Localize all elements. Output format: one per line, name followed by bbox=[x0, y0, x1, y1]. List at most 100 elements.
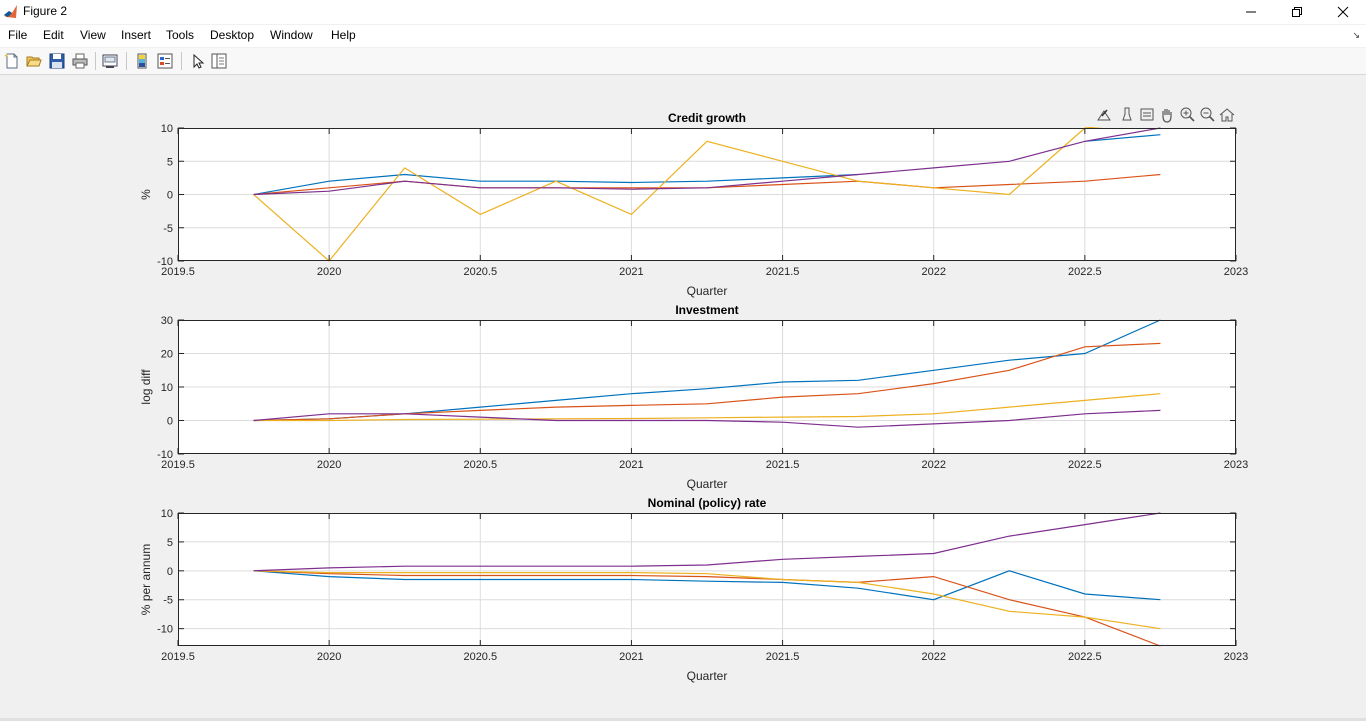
y-tick-label: -5 bbox=[163, 223, 173, 235]
x-tick-label: 2022 bbox=[921, 459, 945, 471]
close-button[interactable] bbox=[1320, 0, 1366, 24]
y-axis-label: % per annum bbox=[139, 544, 153, 615]
x-tick-label: 2019.5 bbox=[161, 266, 195, 278]
figure-toolbar bbox=[0, 48, 1366, 75]
x-tick-label: 2023 bbox=[1224, 266, 1248, 278]
x-tick-label: 2019.5 bbox=[161, 651, 195, 663]
x-tick-label: 2020 bbox=[317, 459, 341, 471]
minimize-button[interactable] bbox=[1228, 0, 1274, 24]
window-title: Figure 2 bbox=[23, 4, 68, 18]
y-axis-label: log diff bbox=[139, 369, 153, 405]
new-figure-icon[interactable] bbox=[3, 52, 21, 70]
axes-toolbar bbox=[1095, 105, 1240, 125]
x-tick-label: 2022.5 bbox=[1068, 459, 1102, 471]
axes-background bbox=[178, 513, 1236, 646]
y-tick-label: 5 bbox=[167, 156, 173, 168]
colorbar-icon[interactable] bbox=[133, 52, 151, 70]
axes-title: Investment bbox=[675, 303, 738, 317]
menu-file[interactable]: File bbox=[8, 28, 28, 42]
x-tick-label: 2023 bbox=[1224, 459, 1248, 471]
x-tick-label: 2020.5 bbox=[463, 651, 497, 663]
menu-view[interactable]: View bbox=[80, 28, 106, 42]
y-axis-label: % bbox=[139, 189, 153, 200]
series-line-3 bbox=[253, 393, 1161, 422]
x-tick-label: 2023 bbox=[1224, 651, 1248, 663]
data-tips-icon[interactable] bbox=[1138, 106, 1156, 124]
x-axis-label: Quarter bbox=[687, 284, 728, 298]
series-line-4 bbox=[253, 127, 1161, 196]
y-tick-label: 30 bbox=[161, 315, 173, 327]
pan-icon[interactable] bbox=[1158, 106, 1176, 124]
brush-icon[interactable] bbox=[1118, 106, 1136, 124]
x-axis-label: Quarter bbox=[687, 477, 728, 491]
y-tick-label: 10 bbox=[161, 123, 173, 135]
save-icon[interactable] bbox=[48, 52, 66, 70]
menu-window[interactable]: Window bbox=[270, 28, 313, 42]
x-tick-label: 2021 bbox=[619, 266, 643, 278]
y-tick-label: -10 bbox=[157, 624, 173, 636]
zoom-out-icon[interactable] bbox=[1198, 106, 1216, 124]
x-tick-label: 2020 bbox=[317, 266, 341, 278]
x-tick-label: 2022.5 bbox=[1068, 266, 1102, 278]
toolbar-separator bbox=[181, 52, 182, 70]
menu-desktop[interactable]: Desktop bbox=[210, 28, 255, 42]
menu-tools[interactable]: Tools bbox=[166, 28, 195, 42]
menu-insert[interactable]: Insert bbox=[121, 28, 152, 42]
toolbar-separator bbox=[126, 52, 127, 70]
y-tick-label: -10 bbox=[157, 256, 173, 268]
x-tick-label: 2019.5 bbox=[161, 459, 195, 471]
property-inspector-icon[interactable] bbox=[210, 52, 228, 70]
menu-edit[interactable]: Edit bbox=[43, 28, 64, 42]
series-line-3 bbox=[253, 127, 1103, 262]
y-tick-label: -5 bbox=[163, 595, 173, 607]
x-tick-label: 2021.5 bbox=[766, 266, 800, 278]
axes-title: Credit growth bbox=[668, 111, 746, 125]
edit-plot-arrow-icon[interactable] bbox=[188, 52, 206, 70]
figure-plot[interactable]: 2019.5 2020 2020.5 2021 2021.5 2022 2022.5 2023… bbox=[0, 76, 1366, 718]
x-tick-label: 2021 bbox=[619, 651, 643, 663]
restore-icon bbox=[1292, 7, 1302, 17]
window-bottom-edge bbox=[0, 718, 1366, 721]
title-bar: Figure 2 bbox=[0, 0, 1366, 24]
y-tick-label: 0 bbox=[167, 190, 173, 202]
x-axis-label: Quarter bbox=[687, 669, 728, 683]
series-line-4 bbox=[253, 512, 1161, 572]
menu-help[interactable]: Help bbox=[331, 28, 356, 42]
home-icon[interactable] bbox=[1218, 106, 1236, 124]
x-tick-label: 2020.5 bbox=[463, 459, 497, 471]
x-tick-label: 2021.5 bbox=[766, 651, 800, 663]
matlab-logo-icon bbox=[3, 4, 18, 19]
y-tick-label: 20 bbox=[161, 349, 173, 361]
x-tick-label: 2020 bbox=[317, 651, 341, 663]
open-file-icon[interactable] bbox=[25, 52, 43, 70]
legend-icon[interactable] bbox=[156, 52, 174, 70]
toolbar-separator bbox=[95, 52, 96, 70]
menu-collapse-icon[interactable]: ↘ bbox=[1352, 30, 1360, 40]
link-plot-icon[interactable] bbox=[101, 52, 119, 70]
y-tick-label: 10 bbox=[161, 508, 173, 520]
export-icon[interactable] bbox=[1095, 106, 1113, 124]
axes-box bbox=[178, 513, 1236, 646]
y-tick-label: 5 bbox=[167, 537, 173, 549]
axes-title: Nominal (policy) rate bbox=[648, 496, 767, 510]
y-tick-label: -10 bbox=[157, 449, 173, 461]
y-tick-label: 0 bbox=[167, 566, 173, 578]
restore-button[interactable] bbox=[1274, 0, 1320, 24]
series-line-4 bbox=[253, 409, 1161, 428]
menu-bar: File Edit View Insert Tools Desktop Wind… bbox=[0, 25, 1366, 47]
zoom-in-icon[interactable] bbox=[1178, 106, 1196, 124]
close-icon bbox=[1337, 6, 1349, 18]
print-icon[interactable] bbox=[71, 52, 89, 70]
x-tick-label: 2022 bbox=[921, 651, 945, 663]
series-line-1 bbox=[253, 570, 1161, 601]
minimize-icon bbox=[1246, 11, 1256, 13]
x-tick-label: 2020.5 bbox=[463, 266, 497, 278]
x-tick-label: 2022.5 bbox=[1068, 651, 1102, 663]
series-line-2 bbox=[253, 570, 1161, 647]
y-tick-label: 0 bbox=[167, 416, 173, 428]
x-tick-label: 2021.5 bbox=[766, 459, 800, 471]
series-line-3 bbox=[253, 570, 1161, 630]
x-tick-label: 2022 bbox=[921, 266, 945, 278]
x-tick-label: 2021 bbox=[619, 459, 643, 471]
y-tick-label: 10 bbox=[161, 382, 173, 394]
